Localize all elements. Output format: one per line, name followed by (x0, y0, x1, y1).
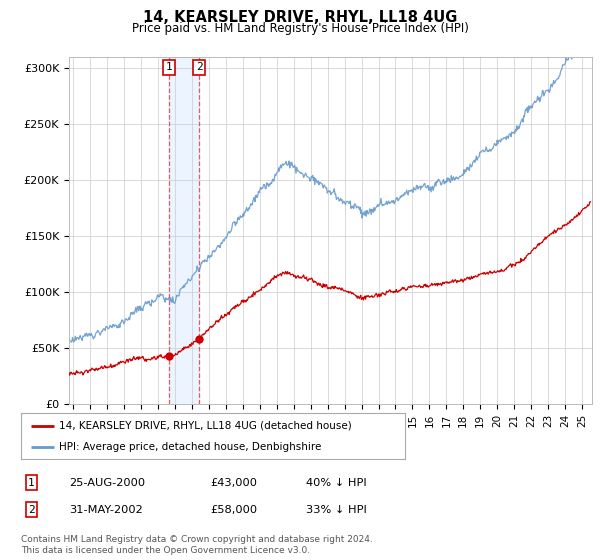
Text: HPI: Average price, detached house, Denbighshire: HPI: Average price, detached house, Denb… (59, 442, 322, 452)
Text: 14, KEARSLEY DRIVE, RHYL, LL18 4UG (detached house): 14, KEARSLEY DRIVE, RHYL, LL18 4UG (deta… (59, 421, 352, 431)
Text: 25-AUG-2000: 25-AUG-2000 (69, 478, 145, 488)
Text: £43,000: £43,000 (210, 478, 257, 488)
Text: 14, KEARSLEY DRIVE, RHYL, LL18 4UG: 14, KEARSLEY DRIVE, RHYL, LL18 4UG (143, 10, 457, 25)
Text: Contains HM Land Registry data © Crown copyright and database right 2024.
This d: Contains HM Land Registry data © Crown c… (21, 535, 373, 554)
Text: 2: 2 (28, 505, 35, 515)
Text: 1: 1 (28, 478, 35, 488)
Bar (169, 57, 199, 404)
Text: 40% ↓ HPI: 40% ↓ HPI (306, 478, 367, 488)
Text: £58,000: £58,000 (210, 505, 257, 515)
Text: 1: 1 (166, 62, 172, 72)
Text: 33% ↓ HPI: 33% ↓ HPI (306, 505, 367, 515)
Text: Price paid vs. HM Land Registry's House Price Index (HPI): Price paid vs. HM Land Registry's House … (131, 22, 469, 35)
Text: 2: 2 (196, 62, 202, 72)
Text: 31-MAY-2002: 31-MAY-2002 (69, 505, 143, 515)
